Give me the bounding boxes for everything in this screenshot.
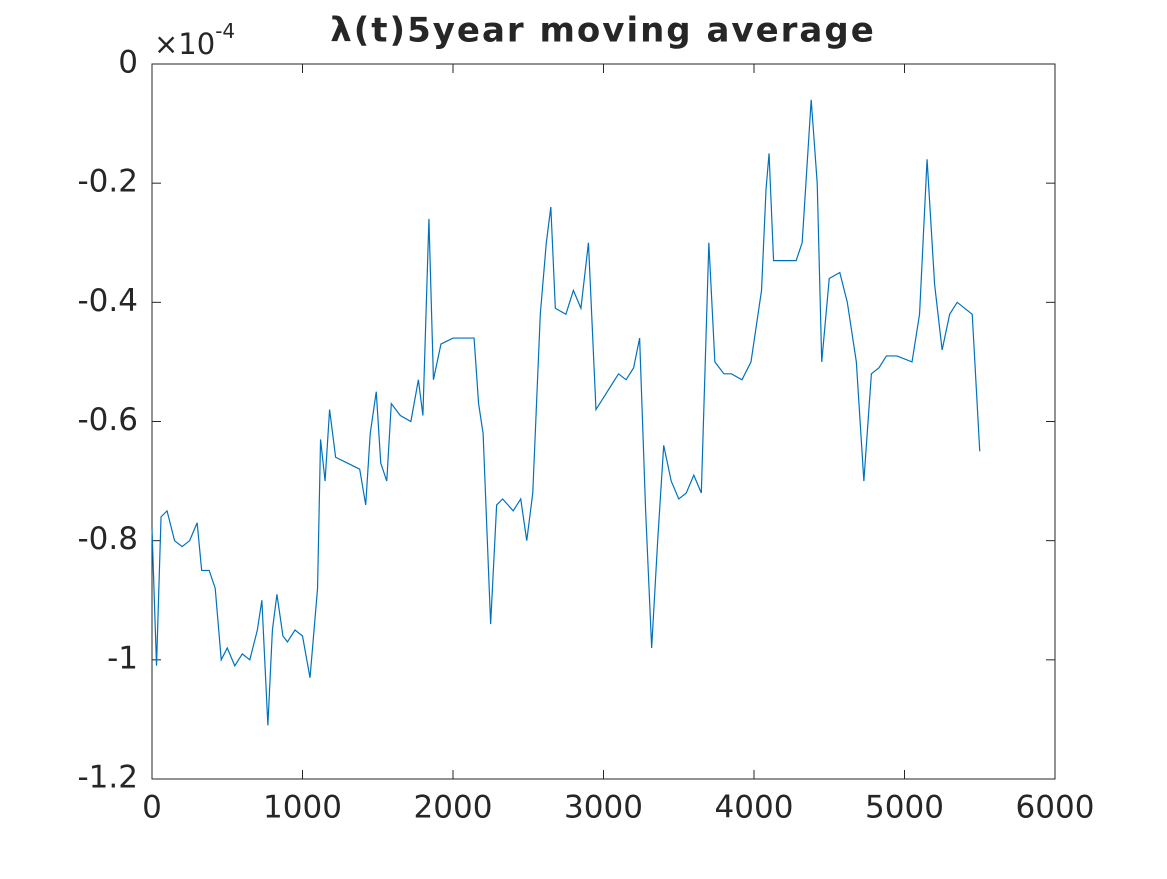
- x-tick-label: 0: [142, 790, 162, 826]
- y-tick-label: -1.2: [78, 760, 139, 796]
- y-tick-label: -0.6: [78, 402, 139, 438]
- x-tick-label: 2000: [414, 790, 493, 826]
- x-tick-label: 4000: [715, 790, 794, 826]
- y-tick-label: -1: [107, 640, 138, 676]
- y-multiplier: ×10-4: [154, 19, 235, 62]
- x-tick-label: 5000: [865, 790, 944, 826]
- x-tick-label: 3000: [564, 790, 643, 826]
- y-tick-label: -0.2: [78, 164, 139, 200]
- y-tick-label: -0.4: [78, 283, 139, 319]
- y-tick-label: 0: [118, 45, 138, 81]
- y-multiplier-exponent: -4: [215, 19, 235, 43]
- data-line: [151, 99, 981, 726]
- y-multiplier-base: ×10: [154, 27, 215, 61]
- x-tick-label: 6000: [1016, 790, 1095, 826]
- x-tick-label: 1000: [263, 790, 342, 826]
- chart-title: λ(t)5year moving average: [330, 11, 876, 51]
- y-tick-label: -0.8: [78, 521, 139, 557]
